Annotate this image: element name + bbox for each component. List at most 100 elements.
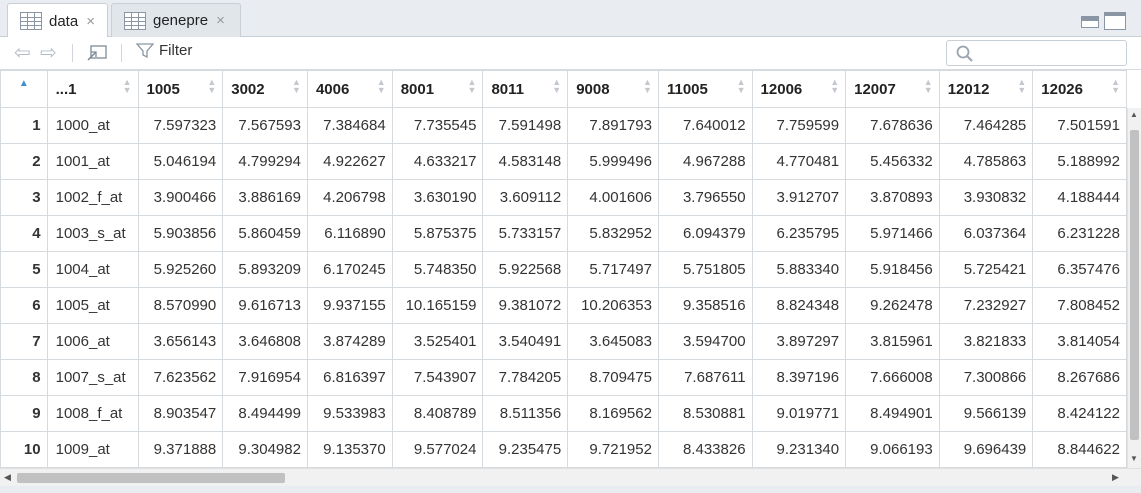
table-cell[interactable]: 7.623562 <box>137 359 224 396</box>
table-cell[interactable]: 9.721952 <box>567 431 659 468</box>
table-cell[interactable]: 3.815961 <box>845 323 940 360</box>
table-cell[interactable]: 3.821833 <box>938 323 1034 360</box>
table-cell[interactable]: 4.001606 <box>567 179 659 216</box>
table-cell[interactable]: 5.903856 <box>137 215 224 252</box>
table-cell[interactable]: 3.540491 <box>482 323 569 360</box>
minimize-pane-icon[interactable] <box>1081 16 1099 28</box>
table-cell[interactable]: 3.886169 <box>222 179 308 216</box>
probe-id-cell[interactable]: 1001_at <box>46 143 139 180</box>
table-cell[interactable]: 8.824348 <box>751 287 847 324</box>
table-cell[interactable]: 4.583148 <box>482 143 569 180</box>
table-cell[interactable]: 5.971466 <box>845 215 940 252</box>
table-cell[interactable]: 4.922627 <box>306 143 393 180</box>
probe-id-cell[interactable]: 1007_s_at <box>46 359 139 396</box>
table-cell[interactable]: 5.925260 <box>137 251 224 288</box>
table-cell[interactable]: 5.733157 <box>482 215 569 252</box>
row-number-header[interactable]: ▲ <box>0 70 48 108</box>
table-cell[interactable]: 3.656143 <box>137 323 224 360</box>
table-cell[interactable]: 5.832952 <box>567 215 659 252</box>
table-cell[interactable]: 4.206798 <box>306 179 393 216</box>
tab-genepre[interactable]: genepre × <box>111 3 241 37</box>
table-cell[interactable]: 9.577024 <box>391 431 484 468</box>
table-cell[interactable]: 3.874289 <box>306 323 393 360</box>
table-cell[interactable]: 5.456332 <box>845 143 940 180</box>
table-cell[interactable]: 9.231340 <box>751 431 847 468</box>
probe-id-cell[interactable]: 1003_s_at <box>46 215 139 252</box>
table-cell[interactable]: 5.717497 <box>567 251 659 288</box>
table-cell[interactable]: 9.262478 <box>845 287 940 324</box>
scroll-right-icon[interactable]: ▶ <box>1112 472 1119 482</box>
horizontal-scroll-thumb[interactable] <box>17 473 285 483</box>
table-cell[interactable]: 8.433826 <box>657 431 753 468</box>
table-cell[interactable]: 8.267686 <box>1032 359 1127 396</box>
table-cell[interactable]: 9.358516 <box>657 287 753 324</box>
table-cell[interactable]: 9.937155 <box>306 287 393 324</box>
table-cell[interactable]: 8.494499 <box>222 395 308 432</box>
table-cell[interactable]: 3.645083 <box>567 323 659 360</box>
table-cell[interactable]: 9.616713 <box>222 287 308 324</box>
probe-id-cell[interactable]: 1006_at <box>46 323 139 360</box>
table-cell[interactable]: 5.860459 <box>222 215 308 252</box>
column-header[interactable]: 12006 ▲ ▼ <box>751 70 847 108</box>
table-cell[interactable]: 9.235475 <box>482 431 569 468</box>
table-cell[interactable]: 8.169562 <box>567 395 659 432</box>
table-cell[interactable]: 7.232927 <box>938 287 1034 324</box>
table-cell[interactable]: 9.019771 <box>751 395 847 432</box>
column-header[interactable]: 4006 ▲ ▼ <box>306 70 393 108</box>
table-cell[interactable]: 9.066193 <box>845 431 940 468</box>
table-cell[interactable]: 8.494901 <box>845 395 940 432</box>
table-cell[interactable]: 8.844622 <box>1032 431 1127 468</box>
table-cell[interactable]: 7.678636 <box>845 107 940 144</box>
table-cell[interactable]: 8.709475 <box>567 359 659 396</box>
table-cell[interactable]: 7.501591 <box>1032 107 1127 144</box>
column-header[interactable]: 11005 ▲ ▼ <box>657 70 753 108</box>
table-cell[interactable]: 7.567593 <box>222 107 308 144</box>
table-cell[interactable]: 4.770481 <box>751 143 847 180</box>
table-cell[interactable]: 7.735545 <box>391 107 484 144</box>
search-input[interactable] <box>946 40 1127 66</box>
table-cell[interactable]: 5.999496 <box>567 143 659 180</box>
probe-id-cell[interactable]: 1000_at <box>46 107 139 144</box>
table-cell[interactable]: 5.188992 <box>1032 143 1127 180</box>
table-cell[interactable]: 5.875375 <box>391 215 484 252</box>
table-cell[interactable]: 6.170245 <box>306 251 393 288</box>
column-header[interactable]: 3002 ▲ ▼ <box>222 70 308 108</box>
table-cell[interactable]: 6.116890 <box>306 215 393 252</box>
table-cell[interactable]: 6.357476 <box>1032 251 1127 288</box>
table-cell[interactable]: 6.235795 <box>751 215 847 252</box>
table-cell[interactable]: 5.751805 <box>657 251 753 288</box>
table-cell[interactable]: 3.930832 <box>938 179 1034 216</box>
table-cell[interactable]: 7.543907 <box>391 359 484 396</box>
popout-window-icon[interactable] <box>86 44 108 66</box>
table-cell[interactable]: 5.725421 <box>938 251 1034 288</box>
table-cell[interactable]: 6.037364 <box>938 215 1034 252</box>
table-cell[interactable]: 7.666008 <box>845 359 940 396</box>
column-header[interactable]: ...1 ▲ ▼ <box>46 70 139 108</box>
table-cell[interactable]: 3.646808 <box>222 323 308 360</box>
table-cell[interactable]: 6.094379 <box>657 215 753 252</box>
table-cell[interactable]: 3.814054 <box>1032 323 1127 360</box>
table-cell[interactable]: 3.594700 <box>657 323 753 360</box>
probe-id-cell[interactable]: 1004_at <box>46 251 139 288</box>
table-cell[interactable]: 3.630190 <box>391 179 484 216</box>
table-cell[interactable]: 7.687611 <box>657 359 753 396</box>
vertical-scroll-thumb[interactable] <box>1130 130 1139 440</box>
table-cell[interactable]: 5.883340 <box>751 251 847 288</box>
probe-id-cell[interactable]: 1008_f_at <box>46 395 139 432</box>
forward-arrow-icon[interactable]: ⇨ <box>40 42 57 64</box>
table-cell[interactable]: 7.591498 <box>482 107 569 144</box>
table-cell[interactable]: 7.759599 <box>751 107 847 144</box>
column-header[interactable]: 9008 ▲ ▼ <box>567 70 659 108</box>
table-cell[interactable]: 4.633217 <box>391 143 484 180</box>
table-cell[interactable]: 8.424122 <box>1032 395 1127 432</box>
probe-id-cell[interactable]: 1005_at <box>46 287 139 324</box>
table-cell[interactable]: 10.206353 <box>567 287 659 324</box>
table-cell[interactable]: 9.304982 <box>222 431 308 468</box>
table-cell[interactable]: 9.696439 <box>938 431 1034 468</box>
close-icon[interactable]: × <box>216 12 225 29</box>
table-cell[interactable]: 7.808452 <box>1032 287 1127 324</box>
close-icon[interactable]: × <box>86 12 95 30</box>
horizontal-scrollbar[interactable]: ◀ ▶ <box>0 468 1141 486</box>
column-header[interactable]: 8001 ▲ ▼ <box>391 70 484 108</box>
table-cell[interactable]: 6.816397 <box>306 359 393 396</box>
